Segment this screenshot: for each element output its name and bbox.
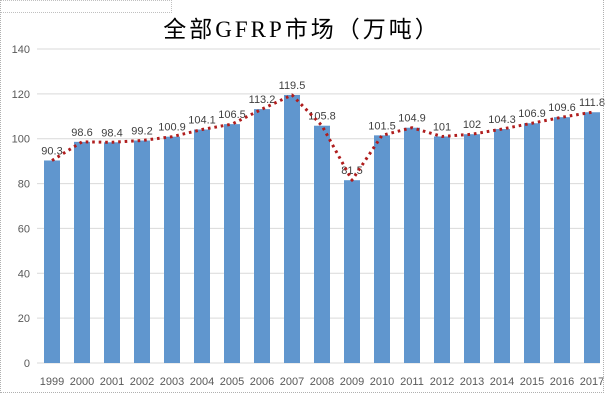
x-tick-2006: 2006 — [250, 376, 274, 388]
data-label-1999: 90.3 — [41, 145, 62, 157]
data-label-2014: 104.3 — [488, 114, 516, 126]
x-tick-2009: 2009 — [340, 376, 364, 388]
bar-2001 — [104, 142, 120, 363]
y-tick-100: 100 — [12, 134, 30, 146]
x-tick-2003: 2003 — [160, 376, 184, 388]
bar-2007 — [284, 94, 300, 363]
x-tick-1999: 1999 — [40, 376, 64, 388]
data-label-2010: 101.5 — [368, 120, 396, 132]
data-label-2015: 106.9 — [518, 108, 546, 120]
data-label-2003: 100.9 — [158, 122, 186, 134]
x-tick-2007: 2007 — [280, 376, 304, 388]
bar-2014 — [494, 129, 510, 363]
x-tick-2004: 2004 — [190, 376, 214, 388]
data-label-2009: 81.5 — [341, 165, 362, 177]
bar-2016 — [554, 117, 570, 363]
bar-2010 — [374, 135, 390, 363]
bar-2002 — [134, 140, 150, 363]
data-label-2008: 105.8 — [308, 111, 336, 123]
bar-2005 — [224, 124, 240, 363]
x-tick-2012: 2012 — [430, 376, 454, 388]
bar-1999 — [44, 160, 60, 363]
data-label-2002: 99.2 — [131, 126, 152, 138]
x-tick-2015: 2015 — [520, 376, 544, 388]
x-tick-2010: 2010 — [370, 376, 394, 388]
y-tick-0: 0 — [24, 358, 30, 370]
data-label-2011: 104.9 — [398, 113, 426, 125]
bar-2012 — [434, 136, 450, 363]
bar-2008 — [314, 125, 330, 363]
data-label-2007: 119.5 — [279, 80, 306, 92]
data-label-2016: 109.6 — [548, 102, 576, 114]
bar-2015 — [524, 123, 540, 363]
x-tick-2000: 2000 — [70, 376, 94, 388]
x-tick-2005: 2005 — [220, 376, 244, 388]
data-label-2005: 106.5 — [218, 109, 246, 121]
y-tick-120: 120 — [12, 89, 30, 101]
chart-title: 全部GFRP市场（万吨） — [163, 17, 441, 42]
x-tick-2016: 2016 — [550, 376, 574, 388]
y-tick-40: 40 — [18, 268, 30, 280]
bar-2013 — [464, 134, 480, 363]
trend-dotted-line — [51, 93, 593, 182]
bar-2017 — [584, 112, 600, 364]
y-tick-20: 20 — [18, 313, 30, 325]
x-tick-2013: 2013 — [460, 376, 484, 388]
data-label-2004: 104.1 — [188, 115, 216, 127]
data-label-2000: 98.6 — [71, 127, 92, 139]
data-label-2012: 101 — [433, 121, 451, 133]
bar-2011 — [404, 127, 420, 363]
x-tick-2002: 2002 — [130, 376, 154, 388]
x-tick-2014: 2014 — [490, 376, 514, 388]
bar-2006 — [254, 109, 270, 363]
data-label-2001: 98.4 — [101, 127, 122, 139]
x-tick-2017: 2017 — [580, 376, 604, 388]
bar-2003 — [164, 136, 180, 363]
bar-2009 — [344, 180, 360, 363]
bar-2000 — [74, 141, 90, 363]
y-tick-140: 140 — [12, 44, 30, 56]
data-label-2013: 102 — [463, 119, 481, 131]
x-tick-2011: 2011 — [400, 376, 424, 388]
data-label-2017: 111.8 — [579, 97, 605, 109]
bar-2004 — [194, 129, 210, 363]
x-tick-2001: 2001 — [100, 376, 124, 388]
y-tick-80: 80 — [18, 179, 30, 191]
y-tick-60: 60 — [18, 223, 30, 235]
data-label-2006: 113.2 — [249, 94, 276, 106]
x-tick-2008: 2008 — [310, 376, 334, 388]
